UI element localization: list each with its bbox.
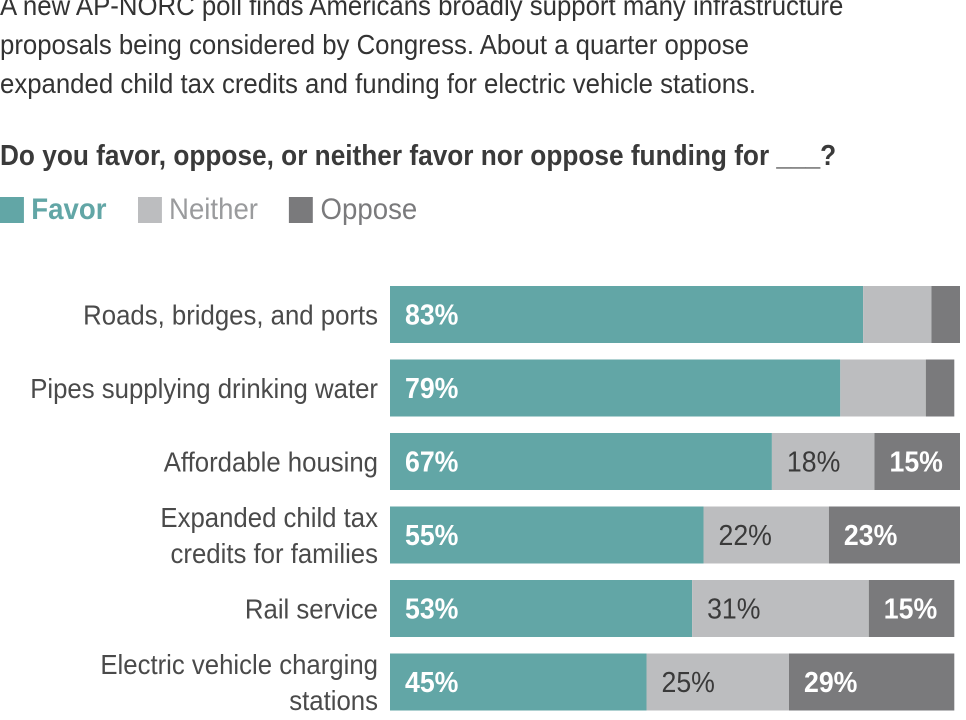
data-label-oppose-affordable-housing: 15%: [890, 445, 944, 477]
category-label-roads-bridges-and-ports: Roads, bridges, and ports: [83, 300, 378, 331]
legend-item-neither: Neither: [137, 193, 258, 227]
legend-label-oppose: Oppose: [320, 193, 418, 226]
category-label-line: stations: [289, 685, 378, 716]
legend-swatch-favor: [0, 197, 24, 223]
category-label-line: Rail service: [245, 594, 378, 625]
chart-question: Do you favor, oppose, or neither favor n…: [0, 140, 837, 172]
intro-line-3: expanded child tax credits and funding f…: [0, 68, 757, 99]
bar-segment-neither-affordable-housing: [771, 433, 875, 490]
bar-segment-favor-affordable-housing: [390, 433, 772, 490]
category-label-pipes-supplying-drinking-water: Pipes supplying drinking water: [30, 373, 378, 404]
chart-legend: Favor Neither Oppose: [0, 192, 449, 228]
bar-segment-oppose-affordable-housing: [874, 433, 960, 490]
bar-segment-neither-rail-service: [692, 580, 869, 637]
intro-line-2: proposals being considered by Congress. …: [0, 29, 749, 60]
data-label-neither-expanded-child-tax-credits-for-families: 22%: [719, 519, 772, 551]
data-label-oppose-electric-vehicle-charging-stations: 29%: [804, 666, 858, 698]
data-label-oppose-expanded-child-tax-credits-for-families: 23%: [844, 519, 898, 551]
intro-line-1: A new AP-NORC poll finds Americans broad…: [0, 0, 844, 21]
bar-segment-favor-rail-service: [390, 580, 693, 637]
data-label-oppose-rail-service: 15%: [884, 592, 938, 624]
bar-segment-favor-roads-bridges-and-ports: [390, 286, 864, 343]
category-label-line: Electric vehicle charging: [100, 649, 378, 680]
legend-swatch-oppose: [289, 197, 314, 223]
data-label-favor-electric-vehicle-charging-stations: 45%: [405, 666, 459, 698]
category-label-line: Affordable housing: [164, 447, 378, 478]
data-label-neither-affordable-housing: 18%: [787, 445, 840, 477]
bar-segment-oppose-expanded-child-tax-credits-for-families: [828, 506, 960, 564]
category-label-line: Expanded child tax: [160, 502, 378, 533]
bar-segment-oppose-pipes-supplying-drinking-water: [925, 359, 955, 417]
category-label-line: credits for families: [171, 538, 378, 569]
bar-segment-favor-expanded-child-tax-credits-for-families: [390, 506, 704, 564]
legend-swatch-neither: [137, 197, 162, 223]
bar-segment-oppose-electric-vehicle-charging-stations: [789, 653, 955, 711]
data-label-favor-affordable-housing: 67%: [405, 445, 459, 477]
bar-segment-neither-pipes-supplying-drinking-water: [840, 359, 926, 417]
category-label-rail-service: Rail service: [245, 594, 378, 625]
data-label-favor-roads-bridges-and-ports: 83%: [405, 298, 459, 330]
bar-segment-neither-expanded-child-tax-credits-for-families: [703, 506, 829, 564]
data-label-favor-rail-service: 53%: [405, 592, 459, 624]
legend-item-favor: Favor: [0, 193, 106, 227]
category-label-line: Pipes supplying drinking water: [30, 373, 378, 404]
legend-item-oppose: Oppose: [289, 193, 417, 227]
bar-segment-oppose-roads-bridges-and-ports: [931, 286, 960, 343]
bar-segment-neither-electric-vehicle-charging-stations: [646, 653, 789, 711]
bar-segment-neither-roads-bridges-and-ports: [863, 286, 932, 343]
data-label-favor-pipes-supplying-drinking-water: 79%: [405, 372, 459, 404]
bar-segment-oppose-rail-service: [868, 580, 955, 637]
category-label-line: Roads, bridges, and ports: [83, 300, 378, 331]
data-label-neither-rail-service: 31%: [707, 592, 760, 624]
data-label-favor-expanded-child-tax-credits-for-families: 55%: [405, 519, 459, 551]
data-label-neither-electric-vehicle-charging-stations: 25%: [662, 666, 715, 698]
intro-text: A new AP-NORC poll finds Americans broad…: [0, 0, 889, 103]
legend-label-favor: Favor: [31, 193, 107, 226]
category-label-electric-vehicle-charging-stations: Electric vehicle charging stations: [100, 649, 378, 716]
category-label-affordable-housing: Affordable housing: [164, 447, 378, 478]
bar-segment-favor-electric-vehicle-charging-stations: [390, 653, 647, 711]
category-label-expanded-child-tax-credits-for-families: Expanded child tax credits for families: [160, 502, 378, 569]
bar-segment-favor-pipes-supplying-drinking-water: [390, 359, 841, 417]
legend-label-neither: Neither: [169, 193, 258, 226]
